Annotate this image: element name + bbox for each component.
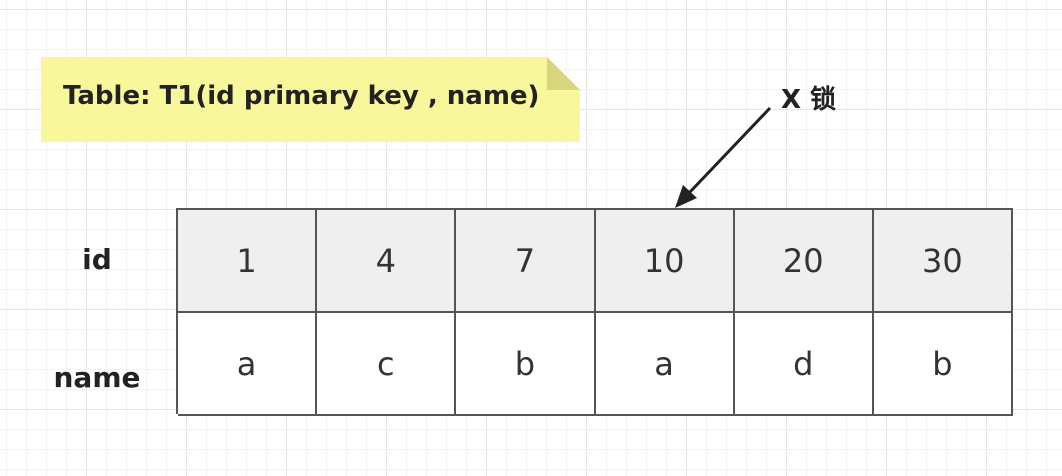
- row-label-id: id: [27, 242, 167, 278]
- name-cell: b: [456, 313, 595, 416]
- name-cell: b: [874, 313, 1013, 416]
- id-cell: 1: [178, 210, 317, 313]
- note-fold-corner: [547, 57, 580, 90]
- x-lock-label: X 锁: [781, 82, 836, 118]
- id-cell-locked: 10: [596, 210, 735, 313]
- id-cell: 4: [317, 210, 456, 313]
- id-cell: 20: [735, 210, 874, 313]
- id-cell: 7: [456, 210, 595, 313]
- lock-arrow-head: [675, 185, 697, 208]
- name-cell: a: [596, 313, 735, 416]
- name-cell: d: [735, 313, 874, 416]
- name-cell: c: [317, 313, 456, 416]
- row-label-name: name: [27, 360, 167, 396]
- lock-arrow-line: [690, 108, 770, 192]
- records-table: 1 4 7 10 20 30 a c b a d b: [176, 208, 1013, 414]
- name-cell: a: [178, 313, 317, 416]
- id-cell: 30: [874, 210, 1013, 313]
- table-note-text: Table: T1(id primary key , name): [63, 78, 539, 114]
